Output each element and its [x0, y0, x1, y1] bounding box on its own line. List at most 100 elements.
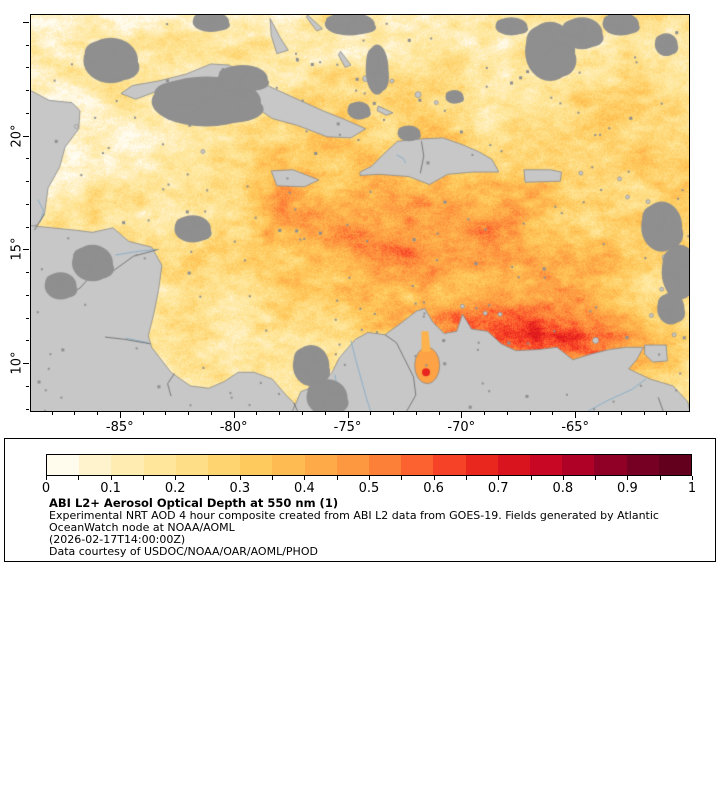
lon-minor-tick — [529, 412, 531, 415]
lat-minor-tick — [26, 272, 29, 274]
legend-description: Experimental NRT AOD 4 hour composite cr… — [49, 509, 659, 534]
colorbar-segment — [79, 455, 112, 475]
lat-minor-tick — [26, 112, 29, 114]
colorbar-segment — [465, 455, 498, 475]
lat-minor-tick — [26, 90, 29, 92]
colorbar-labels: 0 0.1 0.2 0.3 0.4 0.5 0.6 0.7 0.8 0.9 1 — [42, 481, 696, 496]
colorbar-tick — [110, 476, 112, 480]
colorbar-segment — [272, 455, 305, 475]
colorbar-tick-label: 0.6 — [423, 481, 444, 496]
colorbar-segment — [401, 455, 434, 475]
colorbar-tick — [692, 476, 693, 480]
colorbar-segment — [208, 455, 241, 475]
aod-map-canvas — [31, 15, 689, 411]
lon-minor-tick — [256, 412, 258, 415]
lon-minor-tick — [279, 412, 281, 415]
lon-minor-tick — [165, 412, 167, 415]
lon-major-tick — [119, 412, 121, 418]
lat-minor-tick — [26, 67, 29, 69]
lon-minor-tick — [188, 412, 190, 415]
lon-minor-tick — [552, 412, 554, 415]
colorbar-tick-label: 0.9 — [617, 481, 638, 496]
lat-tick-label: 10° — [9, 351, 25, 375]
colorbar-segment — [626, 455, 659, 475]
lat-minor-tick — [26, 44, 29, 46]
lon-minor-tick — [415, 412, 417, 415]
colorbar-tick — [369, 476, 370, 480]
lat-minor-tick — [26, 203, 29, 205]
colorbar-tick-label: 0.5 — [358, 481, 380, 496]
legend-timestamp: (2026-02-17T14:00:00Z) — [49, 533, 186, 546]
lon-tick-label: -85° — [105, 420, 134, 435]
colorbar-tick — [627, 476, 629, 480]
colorbar-tick — [78, 476, 80, 480]
lat-minor-tick — [26, 226, 29, 228]
lat-minor-tick — [26, 294, 29, 296]
colorbar-tick — [433, 476, 435, 480]
map-frame — [30, 14, 690, 412]
colorbar-tick — [304, 476, 306, 480]
colorbar-tick-label: 0.2 — [164, 481, 186, 496]
colorbar-tick-label: 0.7 — [487, 481, 509, 496]
colorbar — [46, 454, 692, 476]
lon-minor-tick — [393, 412, 394, 415]
lon-tick-label: -65° — [561, 420, 590, 435]
colorbar-segment — [369, 455, 402, 475]
lon-minor-tick — [506, 412, 508, 415]
lat-tick-label: 15° — [9, 237, 25, 261]
lon-major-tick — [233, 412, 235, 418]
lat-minor-tick — [26, 386, 29, 387]
colorbar-segment — [433, 455, 466, 475]
lon-tick-label: -80° — [219, 420, 248, 435]
colorbar-tick — [498, 476, 500, 480]
colorbar-segment — [530, 455, 563, 475]
colorbar-tick — [465, 476, 467, 480]
lon-minor-tick — [142, 412, 144, 415]
lon-minor-tick — [51, 412, 53, 415]
colorbar-tick — [659, 476, 661, 480]
colorbar-tick-label: 0.4 — [294, 481, 315, 496]
lat-minor-tick — [26, 181, 29, 183]
colorbar-tick-label: 0 — [41, 481, 51, 496]
lon-minor-tick — [597, 412, 599, 415]
lat-minor-tick — [26, 408, 29, 410]
colorbar-tick — [562, 476, 564, 480]
legend-panel: 0 0.1 0.2 0.3 0.4 0.5 0.6 0.7 0.8 0.9 1 ABI L2+ Ae… — [4, 438, 716, 562]
colorbar-tick — [272, 476, 274, 480]
colorbar-tick-label: 0.8 — [552, 481, 574, 496]
lon-minor-tick — [643, 412, 645, 415]
colorbar-tick — [530, 476, 532, 480]
lon-minor-tick — [97, 412, 98, 415]
colorbar-segment — [47, 455, 80, 475]
colorbar-tick — [239, 476, 241, 480]
colorbar-tick — [46, 476, 47, 480]
colorbar-tick-label: 0.3 — [229, 481, 251, 496]
colorbar-segment — [304, 455, 337, 475]
colorbar-segment — [111, 455, 144, 475]
lat-minor-tick — [26, 340, 29, 342]
lon-minor-tick — [301, 412, 303, 415]
colorbar-tick — [142, 476, 144, 480]
lon-minor-tick — [484, 412, 486, 415]
lon-major-tick — [347, 412, 349, 418]
lat-tick-label: 20° — [9, 124, 25, 148]
colorbar-segment — [497, 455, 531, 475]
colorbar-ticks — [46, 476, 693, 481]
legend-text: ABI L2+ Aerosol Optical Depth at 550 nm … — [49, 497, 709, 558]
map-panel: -85° -80° -75° -70° -65° 20° 15° 10° — [9, 14, 690, 435]
lon-minor-tick — [438, 412, 440, 415]
lon-major-tick — [461, 412, 463, 418]
lon-minor-tick — [620, 412, 622, 415]
colorbar-segment — [240, 455, 273, 475]
colorbar-tick — [175, 476, 177, 480]
lon-minor-tick — [74, 412, 76, 415]
lat-major-tick — [23, 249, 29, 251]
lat-major-tick — [23, 363, 29, 365]
colorbar-wrap: 0 0.1 0.2 0.3 0.4 0.5 0.6 0.7 0.8 0.9 1 — [42, 454, 696, 496]
lon-minor-tick — [370, 412, 372, 415]
lon-major-tick — [575, 412, 577, 418]
colorbar-tick-label: 1 — [687, 481, 697, 496]
legend-title: ABI L2+ Aerosol Optical Depth at 550 nm … — [49, 496, 339, 510]
colorbar-tick — [336, 476, 338, 480]
colorbar-segment — [336, 455, 370, 475]
